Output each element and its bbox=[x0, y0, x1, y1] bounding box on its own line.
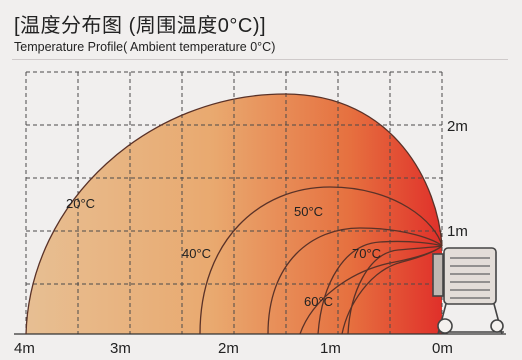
heater-unit bbox=[432, 247, 504, 335]
label-60c: 60°C bbox=[304, 294, 333, 309]
x-label-0m: 0m bbox=[432, 340, 453, 357]
heater-wheel-right bbox=[490, 319, 504, 333]
label-40c: 40°C bbox=[182, 246, 211, 261]
contour-50c bbox=[267, 227, 443, 335]
x-label-1m: 1m bbox=[320, 340, 341, 357]
contour-60c-inner bbox=[299, 245, 443, 335]
diagram-subtitle: Temperature Profile( Ambient temperature… bbox=[14, 40, 276, 54]
label-50c: 50°C bbox=[294, 204, 323, 219]
diagram-title: [温度分布图 (周围温度0°C)] bbox=[14, 15, 267, 37]
title-divider bbox=[12, 59, 508, 60]
y-label-1m: 1m bbox=[447, 223, 468, 240]
x-label-3m: 3m bbox=[110, 340, 131, 357]
contour-40c bbox=[199, 186, 443, 335]
contour-70c bbox=[347, 245, 443, 335]
label-20c: 20°C bbox=[66, 196, 95, 211]
contours bbox=[25, 93, 443, 335]
heater-outlet bbox=[432, 253, 444, 297]
heater-wheel-left bbox=[437, 318, 453, 334]
contour-20c bbox=[25, 93, 443, 335]
y-label-2m: 2m bbox=[447, 118, 468, 135]
heater-body bbox=[443, 247, 497, 305]
label-70c: 70°C bbox=[352, 246, 381, 261]
x-label-4m: 4m bbox=[14, 340, 35, 357]
x-label-2m: 2m bbox=[218, 340, 239, 357]
